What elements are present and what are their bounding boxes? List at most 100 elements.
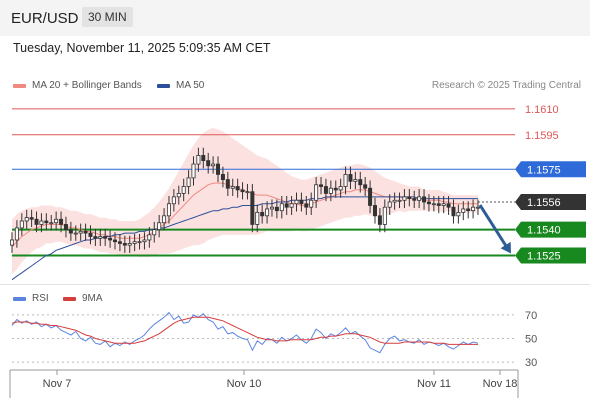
candle-body xyxy=(9,239,14,246)
rsi-tick-label: 30 xyxy=(525,357,537,369)
candle-body xyxy=(186,177,191,187)
candle-body xyxy=(377,215,382,225)
x-axis-tick-label: Nov 18 xyxy=(483,378,518,390)
candle-body xyxy=(265,208,270,217)
candle-body xyxy=(117,241,122,244)
candle-body xyxy=(446,203,451,208)
candle-body xyxy=(333,187,338,191)
candle-body xyxy=(422,196,427,203)
x-axis-tick-label: Nov 11 xyxy=(417,378,451,390)
forecast-arrow-shaft xyxy=(478,204,509,249)
candle-body xyxy=(59,218,64,225)
candle-body xyxy=(441,203,446,206)
ma50-line xyxy=(11,196,478,281)
candle-body xyxy=(181,186,186,194)
candle-body xyxy=(19,220,24,229)
x-axis-tick-label: Nov 10 xyxy=(227,378,262,390)
candle-body xyxy=(142,239,147,243)
candle-body xyxy=(284,203,289,208)
candle-body xyxy=(255,211,260,225)
candle-body xyxy=(127,243,132,246)
candle-body xyxy=(323,186,328,194)
candle-body xyxy=(289,203,294,208)
level-tag-price xyxy=(515,194,586,211)
candle-body xyxy=(343,174,348,187)
candle-body xyxy=(451,206,456,217)
timestamp-label: Tuesday, November 11, 2025 5:09:35 AM CE… xyxy=(13,41,271,55)
level-tag-pivot xyxy=(515,161,586,178)
candle-body xyxy=(260,211,265,217)
rsi-legend-swatch xyxy=(13,296,26,301)
level-label-support: 1.1540 xyxy=(527,225,561,237)
candle-body xyxy=(201,155,206,162)
candle-body xyxy=(368,187,373,206)
candle-body xyxy=(397,199,402,202)
level-label-pivot: 1.1575 xyxy=(527,164,561,176)
ma50-legend-swatch xyxy=(157,83,170,88)
level-label-resistance: 1.1595 xyxy=(525,130,559,142)
x-axis-tick-label: Nov 7 xyxy=(43,378,72,390)
candle-body xyxy=(461,208,466,213)
candle-body xyxy=(225,179,230,189)
ma20-legend-swatch xyxy=(13,83,26,88)
candle-body xyxy=(382,206,387,225)
candle-body xyxy=(348,174,353,182)
ma20-legend-label: MA 20 + Bollinger Bands xyxy=(32,80,142,91)
candle-body xyxy=(269,206,274,210)
candle-body xyxy=(162,215,167,224)
candle-body xyxy=(88,232,93,237)
candle-body xyxy=(235,186,240,191)
legend-ma50: MA 50 xyxy=(157,80,204,91)
candle-body xyxy=(436,203,441,206)
rsi-tick-label: 50 xyxy=(525,334,537,346)
candle-body xyxy=(108,237,113,241)
candle-body xyxy=(417,196,422,201)
candle-body xyxy=(49,222,54,225)
candle-body xyxy=(113,239,118,243)
candle-body xyxy=(78,230,83,234)
candle-body xyxy=(240,189,245,193)
candle-body xyxy=(250,191,255,225)
candle-body xyxy=(245,191,250,194)
level-label-price: 1.1556 xyxy=(527,197,561,209)
candle-body xyxy=(220,174,225,181)
candle-body xyxy=(475,206,480,209)
candle-body xyxy=(412,198,417,201)
candle-body xyxy=(83,230,88,234)
candle-body xyxy=(363,184,368,189)
ma50-legend-label: MA 50 xyxy=(176,80,205,91)
candle-body xyxy=(152,229,157,236)
candle-body xyxy=(73,232,78,235)
candle-body xyxy=(166,203,171,217)
candle-body xyxy=(24,217,29,222)
candle-body xyxy=(216,163,221,175)
candle-body xyxy=(14,227,19,241)
candle-body xyxy=(456,211,461,217)
candle-body xyxy=(353,179,358,182)
candle-body xyxy=(299,199,304,205)
legend-rsi: RSI xyxy=(13,293,49,304)
level-tag-support xyxy=(515,247,586,264)
candle-body xyxy=(137,241,142,244)
candle-body xyxy=(39,220,44,225)
panel-divider xyxy=(0,284,590,285)
candle-body xyxy=(358,179,363,186)
rsi-tick-label: 70 xyxy=(525,310,537,322)
candle-body xyxy=(196,155,201,165)
timeframe-badge[interactable]: 30 MIN xyxy=(82,7,133,27)
candle-body xyxy=(230,186,235,189)
candle-body xyxy=(387,201,392,208)
candle-body xyxy=(407,196,412,199)
candle-body xyxy=(68,229,73,234)
candle-body xyxy=(54,218,59,224)
rsi-ma-legend-swatch xyxy=(63,296,76,301)
candle-body xyxy=(93,236,98,239)
candle-body xyxy=(372,205,377,217)
candle-body xyxy=(274,206,279,212)
candle-body xyxy=(29,217,34,220)
candle-body xyxy=(211,163,216,167)
rsi-ma-legend-label: 9MA xyxy=(82,293,103,304)
candle-body xyxy=(122,243,127,246)
legend-rsi-ma: 9MA xyxy=(63,293,103,304)
